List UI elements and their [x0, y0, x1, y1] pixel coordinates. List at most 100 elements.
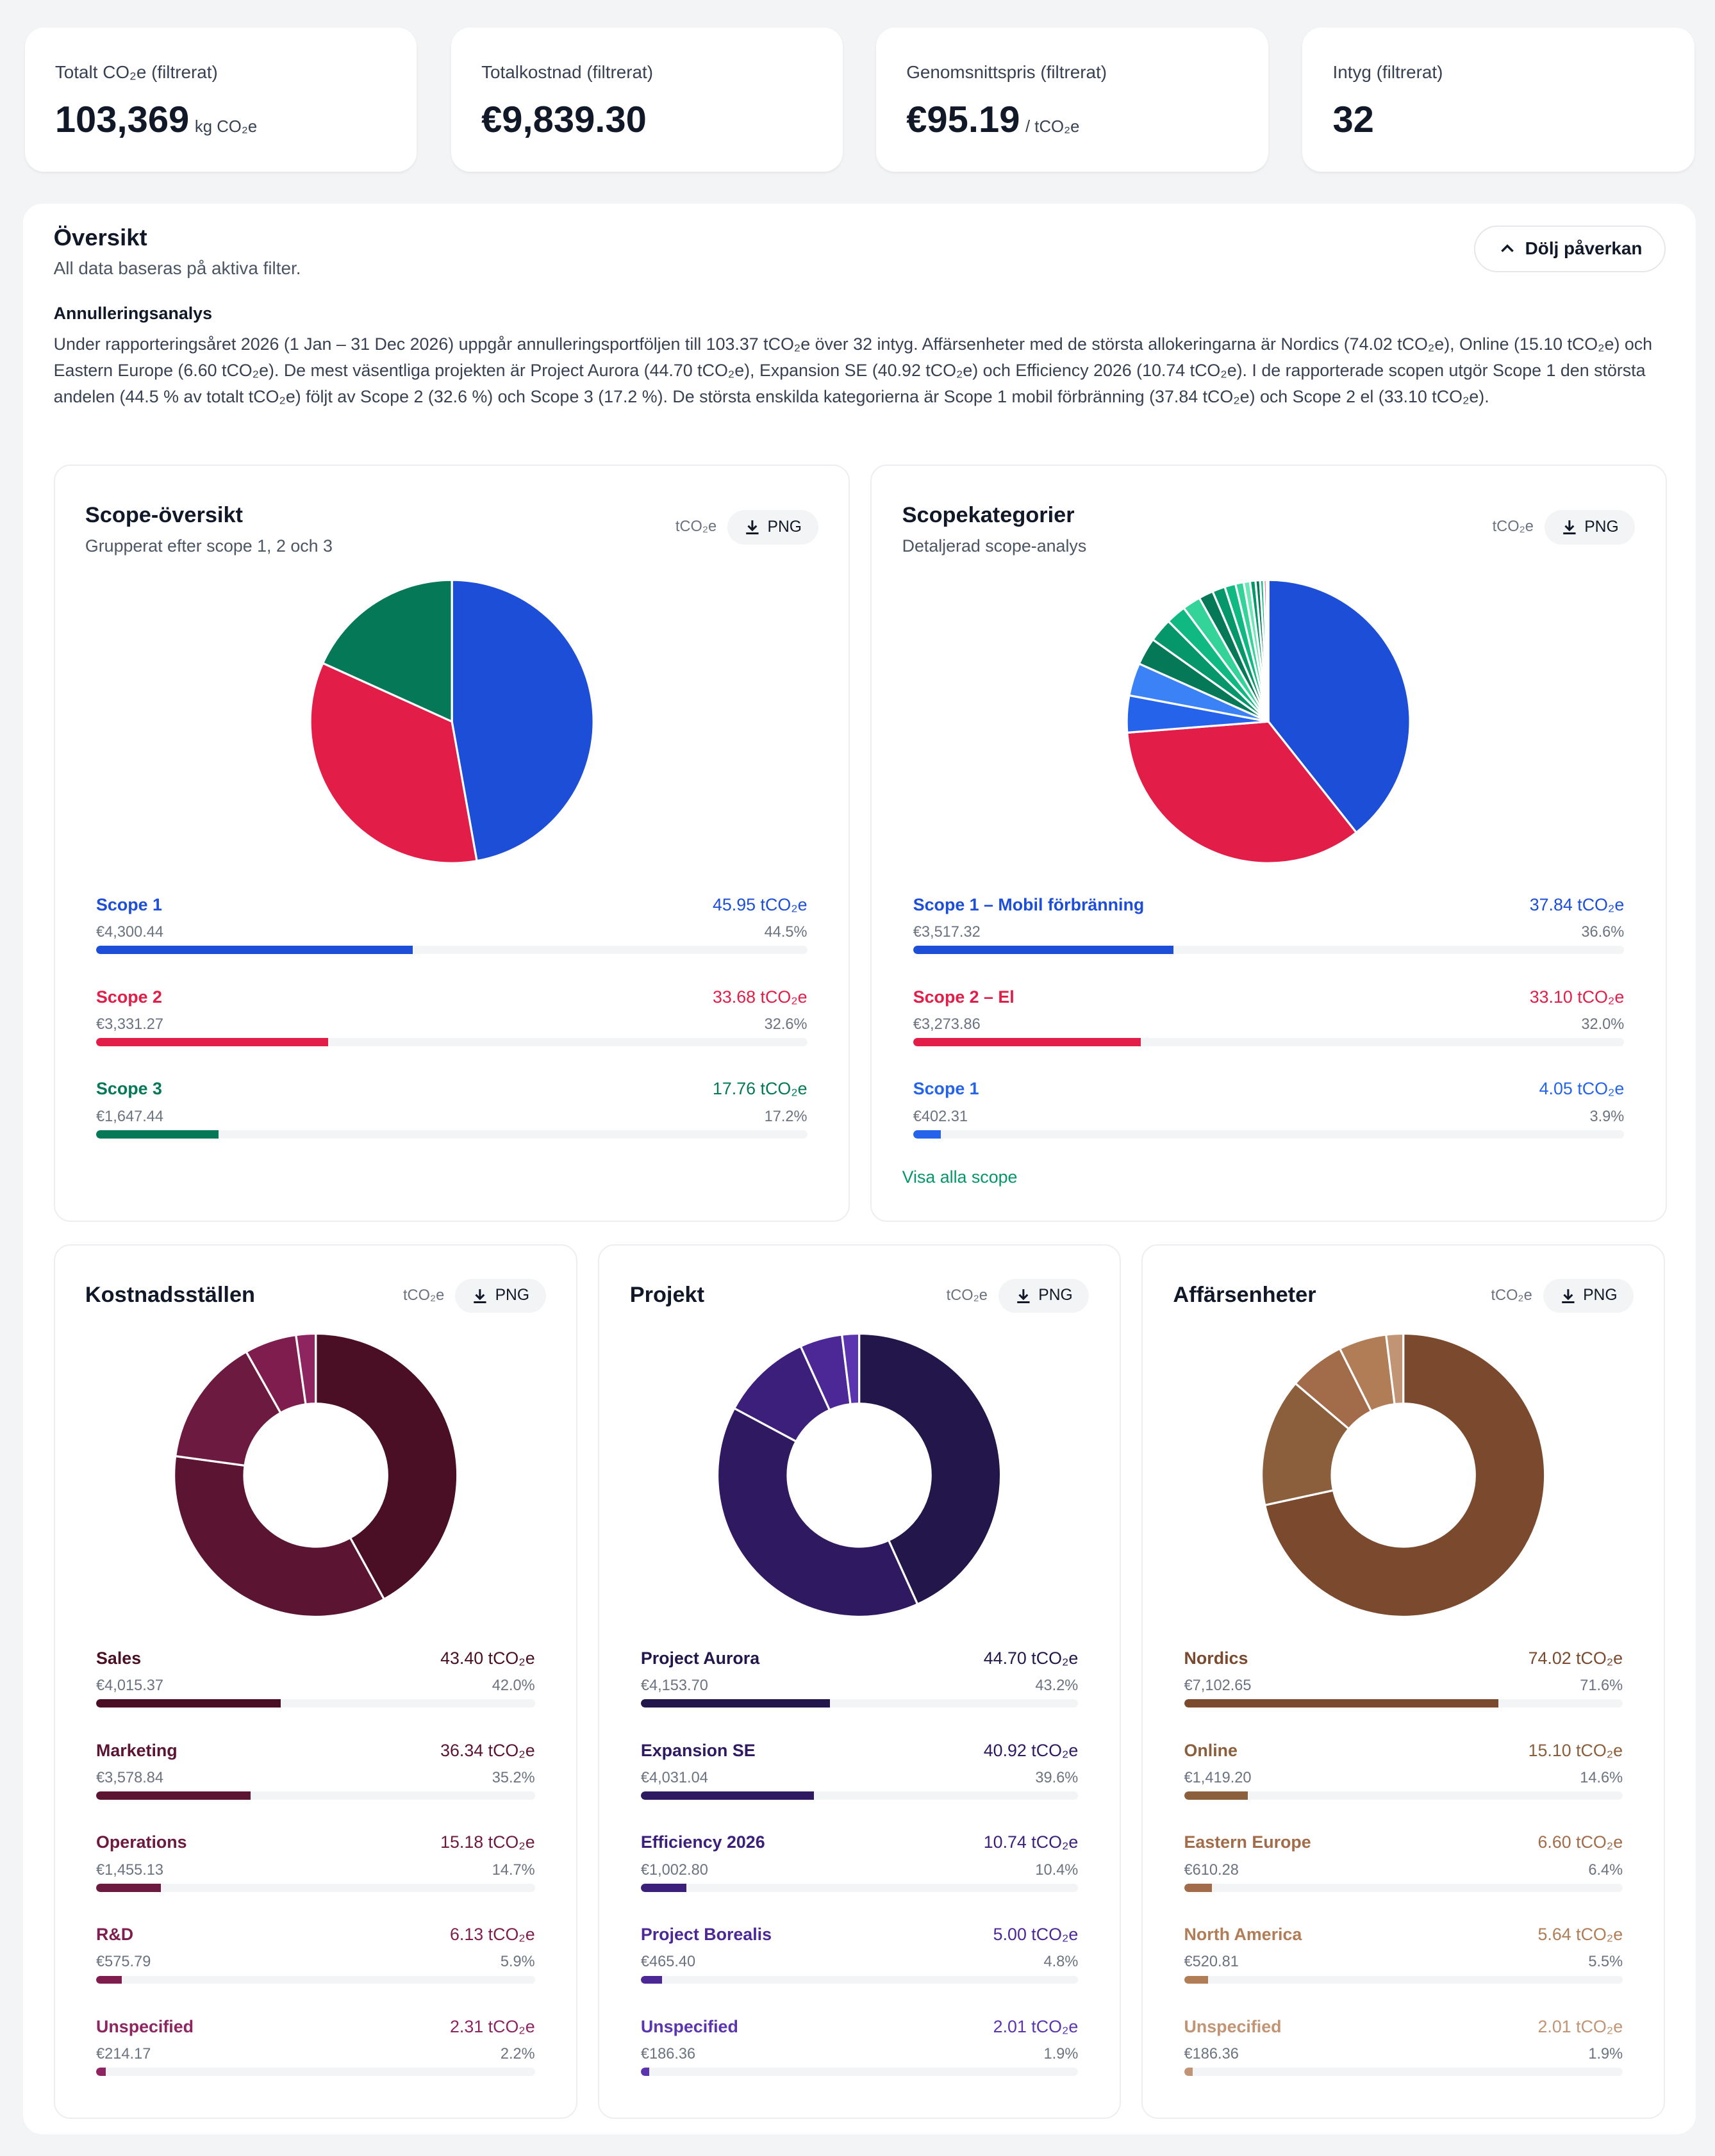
chart-title: Kostnadsställen — [85, 1283, 256, 1308]
list-item[interactable]: Unspecified 2.01 tCO₂e €186.36 1.9% — [1184, 2017, 1623, 2109]
slice-scope-1[interactable] — [451, 579, 595, 862]
list-item[interactable]: Unspecified 2.31 tCO₂e €214.17 2.2% — [96, 2017, 535, 2109]
item-percent: 5.9% — [500, 1954, 535, 1971]
list-item[interactable]: Sales 43.40 tCO₂e €4,015.37 42.0% — [96, 1649, 535, 1741]
download-png-button[interactable]: PNG — [727, 510, 818, 545]
list-item[interactable]: Operations 15.18 tCO₂e €1,455.13 14.7% — [96, 1832, 535, 1925]
slice-marketing[interactable] — [172, 1454, 386, 1618]
item-percent: 4.8% — [1043, 1954, 1079, 1971]
slice-other[interactable] — [1265, 579, 1270, 722]
item-cost: €465.40 — [640, 1954, 696, 1971]
item-cost: €3,273.86 — [913, 1016, 981, 1033]
download-png-button[interactable]: PNG — [455, 1278, 546, 1313]
page-subtitle: All data baseras på aktiva filter. — [53, 258, 301, 279]
slice-operations[interactable] — [174, 1350, 282, 1467]
scope-overview-card: Scope-översikt Grupperat efter scope 1, 2… — [53, 465, 850, 1222]
item-name: Scope 1 – Mobil förbränning — [913, 894, 1145, 914]
item-value: 40.92 tCO₂e — [983, 1740, 1079, 1760]
item-value: 4.05 tCO₂e — [1539, 1079, 1625, 1099]
business-units-card: Affärsenheter tCO₂e PNG Nordics 74.02 tCO₂e €… — [1141, 1244, 1666, 2119]
chart-tools: tCO₂e PNG — [1491, 1278, 1634, 1313]
slice-expansion-se[interactable] — [717, 1406, 920, 1618]
list-item[interactable]: Project Borealis 5.00 tCO₂e €465.40 4.8% — [640, 1925, 1079, 2017]
list-item[interactable]: Expansion SE 40.92 tCO₂e €4,031.04 39.6% — [640, 1740, 1079, 1833]
item-value: 36.34 tCO₂e — [440, 1740, 535, 1760]
slice-unspecified[interactable] — [1385, 1332, 1405, 1406]
item-percent: 3.9% — [1589, 1108, 1625, 1125]
item-name: Scope 1 — [96, 894, 162, 914]
list-item[interactable]: Scope 1 – Mobil förbränning 37.84 tCO₂e €3… — [913, 894, 1625, 987]
slice-sales[interactable] — [314, 1332, 458, 1601]
list-item[interactable]: Scope 1 45.95 tCO₂e €4,300.44 44.5% — [96, 894, 808, 987]
slice-scope-1-mobil-f-rbr-nning[interactable] — [1267, 579, 1412, 835]
item-value: 6.13 tCO₂e — [450, 1925, 535, 1945]
list-item[interactable]: Scope 2 – El 33.10 tCO₂e €3,273.86 32.0% — [913, 987, 1625, 1080]
download-png-button[interactable]: PNG — [998, 1278, 1089, 1313]
item-name: R&D — [96, 1925, 134, 1945]
slice-scope-2-el[interactable] — [1126, 720, 1359, 865]
download-png-button[interactable]: PNG — [1543, 1278, 1634, 1313]
legend-list: Scope 1 – Mobil förbränning 37.84 tCO₂e €3… — [913, 894, 1625, 1171]
chart-subtitle: Grupperat efter scope 1, 2 och 3 — [85, 536, 333, 555]
item-value: 15.10 tCO₂e — [1528, 1740, 1623, 1760]
kpi-avg-price: Genomsnittspris (filtrerat) €95.19 / tCO₂e — [876, 27, 1268, 172]
chevron-up-icon — [1500, 244, 1514, 252]
progress-fill — [96, 2068, 106, 2077]
slice-scope-2[interactable] — [309, 662, 478, 865]
legend-list: Sales 43.40 tCO₂e €4,015.37 42.0% Marketing 3… — [96, 1649, 535, 2109]
item-percent: 14.6% — [1580, 1769, 1623, 1786]
list-item[interactable]: Nordics 74.02 tCO₂e €7,102.65 71.6% — [1184, 1649, 1623, 1741]
list-item[interactable]: Unspecified 2.01 tCO₂e €186.36 1.9% — [640, 2017, 1079, 2109]
legend-list: Nordics 74.02 tCO₂e €7,102.65 71.6% Online 15… — [1184, 1649, 1623, 2109]
progress-bar — [1184, 1699, 1623, 1708]
progress-bar — [640, 1975, 1079, 1984]
item-cost: €575.79 — [96, 1954, 151, 1971]
png-label: PNG — [1584, 518, 1619, 536]
slice-online[interactable] — [1261, 1382, 1351, 1507]
slice-nordics[interactable] — [1263, 1332, 1546, 1618]
unit-label: tCO₂e — [403, 1287, 445, 1304]
list-item[interactable]: R&D 6.13 tCO₂e €575.79 5.9% — [96, 1925, 535, 2017]
slice-unspecified[interactable] — [841, 1332, 861, 1406]
download-icon — [1017, 1288, 1030, 1303]
item-percent: 32.0% — [1581, 1016, 1625, 1033]
item-name: Online — [1184, 1740, 1238, 1760]
list-item[interactable]: Marketing 36.34 tCO₂e €3,578.84 35.2% — [96, 1741, 535, 1833]
item-name: North America — [1184, 1925, 1302, 1945]
list-item[interactable]: Online 15.10 tCO₂e €1,419.20 14.6% — [1184, 1741, 1623, 1833]
progress-fill — [640, 1791, 815, 1800]
item-name: Nordics — [1184, 1648, 1248, 1668]
list-item[interactable]: Efficiency 2026 10.74 tCO₂e €1,002.80 10.4% — [640, 1832, 1079, 1925]
download-icon — [1562, 520, 1576, 534]
donut-chart — [172, 1332, 458, 1618]
item-cost: €3,578.84 — [96, 1769, 164, 1786]
list-item[interactable]: Eastern Europe 6.60 tCO₂e €610.28 6.4% — [1184, 1832, 1623, 1925]
progress-fill — [1184, 1883, 1213, 1892]
slice-unspecified[interactable] — [294, 1332, 317, 1406]
download-png-button[interactable]: PNG — [1545, 510, 1636, 545]
progress-bar — [1184, 1791, 1623, 1800]
progress-fill — [913, 1130, 941, 1139]
donut-chart — [717, 1332, 1002, 1618]
list-item[interactable]: Scope 1 4.05 tCO₂e €402.31 3.9% — [913, 1079, 1625, 1171]
list-item[interactable]: Scope 3 17.76 tCO₂e €1,647.44 17.2% — [96, 1079, 808, 1171]
item-name: Scope 3 — [96, 1079, 162, 1099]
unit-label: tCO₂e — [1492, 518, 1534, 536]
chart-title: Scopekategorier — [902, 503, 1075, 528]
progress-bar — [96, 1975, 535, 1984]
progress-bar — [640, 1699, 1079, 1708]
list-item[interactable]: North America 5.64 tCO₂e €520.81 5.5% — [1184, 1925, 1623, 2017]
kpi-unit: kg CO₂e — [194, 118, 258, 136]
show-all-scopes-link[interactable]: Visa alla scope — [902, 1167, 1018, 1187]
slice-project-aurora[interactable] — [858, 1332, 1002, 1606]
kpi-label: Intyg (filtrerat) — [1332, 62, 1443, 82]
progress-fill — [96, 1038, 328, 1046]
item-value: 74.02 tCO₂e — [1528, 1648, 1623, 1668]
kpi-value: €9,839.30 — [481, 99, 647, 141]
chart-subtitle: Detaljerad scope-analys — [902, 536, 1087, 555]
list-item[interactable]: Project Aurora 44.70 tCO₂e €4,153.70 43.2% — [640, 1649, 1079, 1741]
list-item[interactable]: Scope 2 33.68 tCO₂e €3,331.27 32.6% — [96, 987, 808, 1080]
slice-scope-3[interactable] — [321, 579, 453, 723]
item-name: Sales — [96, 1648, 142, 1668]
hide-impact-button[interactable]: Dölj påverkan — [1474, 225, 1666, 272]
